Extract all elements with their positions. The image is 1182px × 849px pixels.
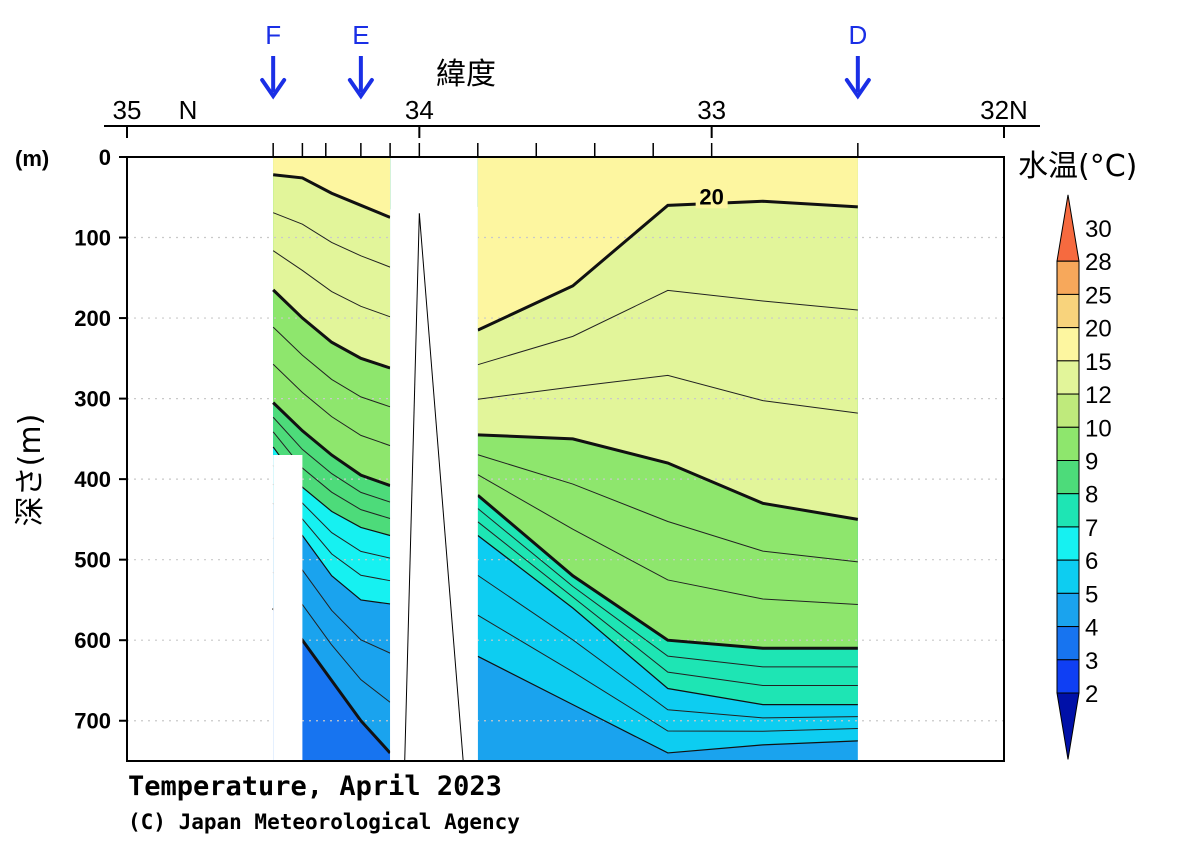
- colorbar-label: 4: [1085, 615, 1098, 642]
- colorbar-label: 30: [1085, 216, 1112, 243]
- depth-axis: 0 100 200 300 400 500 600 700: [74, 145, 127, 734]
- y-tick-label: 0: [99, 145, 111, 170]
- colorbar-box: [1056, 526, 1080, 561]
- contour-labels: 20: [695, 184, 728, 209]
- colorbar-box: [1056, 559, 1080, 594]
- colorbar-box: [1056, 426, 1080, 461]
- colorbar-extend-top: [1056, 194, 1080, 262]
- seafloor-block-west: [273, 454, 303, 761]
- station-arrow-head: [347, 78, 374, 100]
- isotherm-10: [476, 494, 858, 650]
- colorbar-label: 12: [1085, 382, 1112, 409]
- seafloor-mask: [273, 206, 478, 761]
- station-marker-D: D: [844, 20, 871, 100]
- x-tick-label: 32N: [980, 95, 1028, 125]
- y-tick-label: 600: [74, 628, 111, 653]
- colorbar-label: 10: [1085, 415, 1112, 442]
- latitude-axis: 35 34 33 32N: [104, 95, 1040, 157]
- y-tick-label: 700: [74, 709, 111, 734]
- isotherm-minor: [477, 474, 858, 605]
- isotherm-minor: [477, 374, 858, 414]
- colorbar-box: [1056, 393, 1080, 428]
- ridge-edge: [404, 213, 420, 761]
- isotherm-minor: [477, 614, 858, 732]
- band-15: [273, 157, 391, 368]
- contour-label: 20: [699, 184, 723, 209]
- station-marker-F: F: [260, 20, 287, 100]
- station-label: F: [265, 20, 281, 50]
- colorbar-label: 2: [1085, 681, 1098, 708]
- isotherm-6: [477, 655, 858, 754]
- y-axis-title: 深さ(m): [13, 414, 48, 527]
- colorbar-box: [1056, 327, 1080, 362]
- isotherm-minor: [272, 326, 391, 408]
- contour-label-bg: [695, 184, 728, 209]
- isotherm-8: [477, 535, 858, 706]
- y-tick-label: 400: [74, 467, 111, 492]
- station-label: E: [352, 20, 369, 50]
- isotherm-15: [477, 433, 859, 521]
- temperature-fill-layer: [273, 157, 858, 761]
- hemisphere-label: N: [179, 95, 198, 125]
- colorbar-label: 9: [1085, 449, 1098, 476]
- chart-title: Temperature, April 2023: [128, 771, 502, 802]
- isotherm-minor: [477, 289, 858, 366]
- station-arrow-head: [844, 78, 871, 100]
- colorbar-label: 5: [1085, 581, 1098, 608]
- colorbar-label: 20: [1085, 316, 1112, 343]
- x-tick-label: 33: [697, 95, 726, 125]
- y-tick-label: 100: [74, 226, 111, 251]
- y-tick-label: 500: [74, 548, 111, 573]
- x-tick-label: 34: [405, 95, 434, 125]
- colorbar-box: [1056, 360, 1080, 395]
- plot-frame: [126, 156, 1005, 762]
- colorbar-extend-bottom: [1056, 692, 1080, 760]
- isotherm-15: [272, 288, 391, 370]
- colorbar-box: [1056, 659, 1080, 694]
- chart-credit: (C) Japan Meteorological Agency: [128, 810, 520, 834]
- isotherm-minor: [272, 250, 391, 318]
- station-marker-E: E: [347, 20, 374, 100]
- isotherm-minor: [477, 574, 858, 719]
- colorbar-label: 6: [1085, 548, 1098, 575]
- colorbar-label: 3: [1085, 648, 1098, 675]
- colorbar-label: 28: [1085, 249, 1112, 276]
- band-20: [273, 157, 391, 218]
- isotherm-minor: [272, 212, 391, 268]
- colorbar-box: [1056, 592, 1080, 628]
- x-axis-title: 緯度: [436, 57, 496, 92]
- colorbar-label: 7: [1085, 515, 1098, 542]
- y-unit-label: (m): [15, 146, 49, 171]
- isotherm-20: [273, 173, 391, 219]
- isotherm-minor: [477, 521, 858, 686]
- ridge-edge: [418, 213, 464, 761]
- y-tick-label: 200: [74, 306, 111, 331]
- colorbar: 30 28 25 20 15 12 10 9 8 7 6 5 4 3 2: [1056, 194, 1112, 760]
- colorbar-box: [1056, 626, 1080, 661]
- colorbar-box: [1056, 293, 1080, 329]
- colorbar-box: [1056, 493, 1080, 528]
- isotherm-20: [477, 199, 858, 332]
- isotherm-minor: [272, 363, 391, 447]
- station-arrow-head: [260, 78, 287, 100]
- isotherm-minor: [272, 416, 391, 503]
- colorbar-title: 水温(°C): [1018, 149, 1137, 184]
- colorbar-box: [1056, 460, 1080, 495]
- colorbar-label: 15: [1085, 349, 1112, 376]
- colorbar-box: [1056, 260, 1080, 295]
- y-tick-label: 300: [74, 387, 111, 412]
- colorbar-label: 25: [1085, 282, 1112, 309]
- station-label: D: [848, 20, 867, 50]
- isotherm-minor: [477, 508, 858, 668]
- colorbar-label: 8: [1085, 482, 1098, 509]
- isotherm-minor: [477, 454, 858, 563]
- seafloor-ridge: [390, 206, 478, 761]
- x-tick-label: 35: [113, 95, 142, 125]
- isotherm-10: [272, 401, 391, 487]
